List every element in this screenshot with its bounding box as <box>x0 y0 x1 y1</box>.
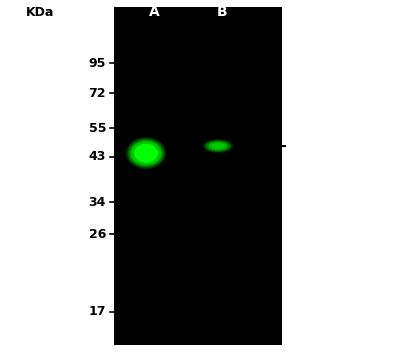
Text: KDa: KDa <box>26 6 54 19</box>
Ellipse shape <box>138 147 154 159</box>
Text: A: A <box>149 5 159 19</box>
Text: 95: 95 <box>89 57 106 70</box>
Text: B: B <box>217 5 227 19</box>
Ellipse shape <box>129 151 163 165</box>
Ellipse shape <box>203 139 233 153</box>
Text: 26: 26 <box>89 228 106 240</box>
Ellipse shape <box>208 142 228 150</box>
Text: 17: 17 <box>88 305 106 318</box>
Ellipse shape <box>205 140 231 152</box>
Ellipse shape <box>126 137 166 169</box>
Ellipse shape <box>130 141 162 165</box>
Text: 55: 55 <box>88 122 106 135</box>
Ellipse shape <box>128 139 164 168</box>
Ellipse shape <box>211 143 225 149</box>
Text: 43: 43 <box>89 150 106 163</box>
Text: 34: 34 <box>89 196 106 209</box>
Bar <box>114 7 282 345</box>
Text: 72: 72 <box>88 87 106 100</box>
Ellipse shape <box>134 144 158 163</box>
